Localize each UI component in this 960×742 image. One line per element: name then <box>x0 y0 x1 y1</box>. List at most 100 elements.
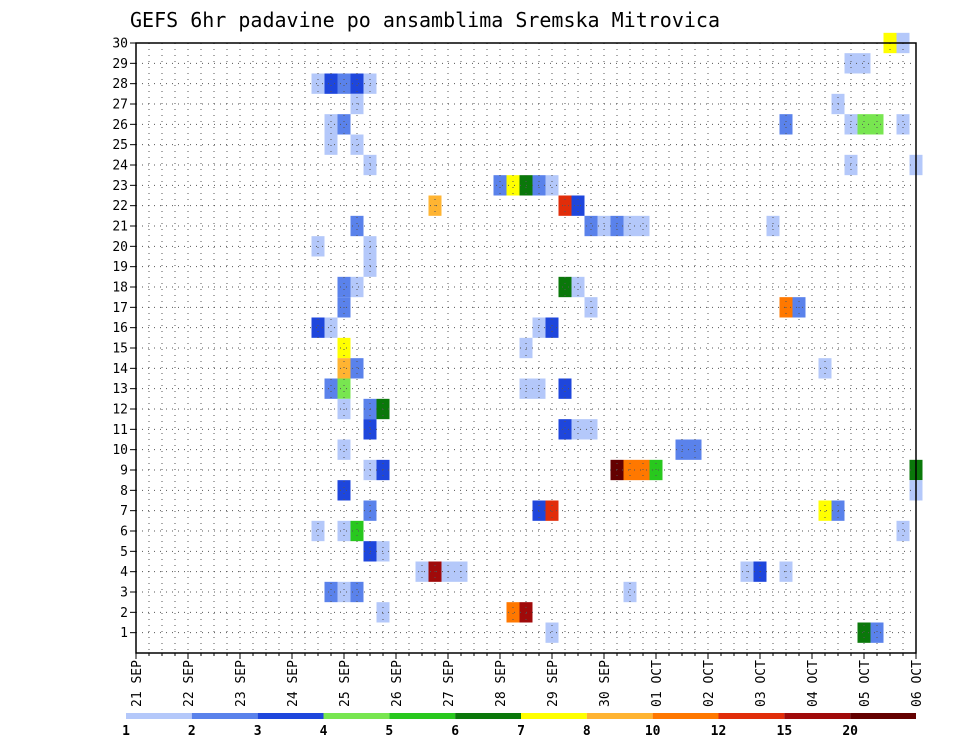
data-cell <box>324 317 338 338</box>
data-cell <box>545 317 559 338</box>
data-cell <box>493 175 507 196</box>
data-cell <box>350 215 364 237</box>
colorbar-label: 3 <box>254 724 262 739</box>
y-tick-label: 17 <box>112 301 128 316</box>
colorbar-label: 10 <box>645 724 661 739</box>
x-tick-label: 01 OCT <box>650 660 665 707</box>
data-cell <box>324 378 338 399</box>
data-cell <box>545 175 559 196</box>
data-cell <box>896 520 910 542</box>
data-cell <box>857 114 871 135</box>
data-cell <box>545 500 559 521</box>
x-tick-label: 04 OCT <box>806 660 821 707</box>
x-tick-label: 03 OCT <box>754 660 769 707</box>
data-cell <box>896 114 910 135</box>
x-tick-label: 27 SEP <box>442 660 457 707</box>
data-cell <box>324 134 338 155</box>
data-cell <box>545 622 559 643</box>
data-cell <box>818 500 832 521</box>
colorbar: 1 2 3 4 5 6 7 8 10 12 15 20 <box>122 713 916 739</box>
data-cell <box>324 581 338 603</box>
colorbar-swatch <box>784 713 851 719</box>
data-cell <box>623 581 637 603</box>
colorbar-label: 1 <box>122 724 130 739</box>
colorbar-swatch <box>389 713 456 719</box>
colorbar-label: 4 <box>320 724 328 739</box>
y-tick-label: 28 <box>112 77 128 92</box>
grid-lines <box>136 42 916 653</box>
colorbar-swatch <box>586 713 653 719</box>
data-cell <box>311 317 325 338</box>
y-tick-label: 8 <box>120 484 128 499</box>
y-tick-label: 26 <box>112 118 128 133</box>
colorbar-label: 6 <box>451 724 459 739</box>
colorbar-swatch <box>718 713 785 719</box>
ensemble-cells <box>311 32 923 643</box>
colorbar-label: 15 <box>777 724 793 739</box>
y-tick-label: 5 <box>120 545 128 560</box>
data-cell <box>558 276 572 298</box>
x-tick-label: 06 OCT <box>910 660 925 707</box>
y-tick-label: 23 <box>112 179 128 194</box>
y-tick-label: 4 <box>120 565 128 580</box>
colorbar-label: 2 <box>188 724 196 739</box>
y-axis: 1234567891011121314151617181920212223242… <box>112 37 136 641</box>
data-cell <box>584 419 598 440</box>
data-cell <box>779 114 793 135</box>
colorbar-label: 12 <box>711 724 727 739</box>
y-tick-label: 29 <box>112 57 128 72</box>
colorbar-label: 7 <box>517 724 525 739</box>
data-cell <box>337 337 351 359</box>
colorbar-swatch <box>850 713 916 719</box>
y-tick-label: 9 <box>120 464 128 479</box>
y-tick-label: 19 <box>112 260 128 275</box>
colorbar-swatch <box>521 713 587 719</box>
x-tick-label: 24 SEP <box>286 660 301 707</box>
data-cell <box>350 134 364 155</box>
x-tick-label: 28 SEP <box>494 660 509 707</box>
y-tick-label: 10 <box>112 443 128 458</box>
x-tick-label: 25 SEP <box>338 660 353 707</box>
y-tick-label: 18 <box>112 281 128 296</box>
x-axis: 21 SEP 22 SEP 23 SEP 24 SEP 25 SEP 26 SEP 27 S… <box>130 653 925 707</box>
data-cell <box>350 73 364 94</box>
data-cell <box>311 73 325 94</box>
y-tick-label: 25 <box>112 138 128 153</box>
data-cell <box>337 378 351 399</box>
y-tick-label: 15 <box>112 342 128 357</box>
colorbar-label: 8 <box>583 724 591 739</box>
colorbar-swatch <box>323 713 390 719</box>
data-cell <box>337 114 351 135</box>
y-tick-label: 12 <box>112 403 128 418</box>
y-tick-label: 2 <box>120 606 128 621</box>
data-cell <box>337 276 351 298</box>
data-cell <box>350 520 364 542</box>
data-cell <box>857 53 871 74</box>
colorbar-swatch <box>652 713 719 719</box>
data-cell <box>857 622 871 643</box>
data-cell <box>558 378 572 399</box>
data-cell <box>636 215 650 237</box>
y-tick-label: 24 <box>112 159 128 174</box>
data-cell <box>311 236 325 257</box>
y-tick-label: 1 <box>120 626 128 641</box>
data-cell <box>623 215 637 237</box>
data-cell <box>584 215 598 237</box>
x-tick-label: 22 SEP <box>182 660 197 707</box>
data-cell <box>337 520 351 542</box>
colorbar-label: 20 <box>842 724 858 739</box>
y-tick-label: 14 <box>112 362 128 377</box>
data-cell <box>350 358 364 379</box>
y-tick-label: 16 <box>112 321 128 336</box>
chart-title: GEFS 6hr padavine po ansamblima Sremska … <box>130 8 720 32</box>
y-tick-label: 7 <box>120 504 128 519</box>
data-cell <box>506 175 520 196</box>
x-tick-label: 02 OCT <box>702 660 717 707</box>
colorbar-swatch <box>191 713 258 719</box>
data-cell <box>324 114 338 135</box>
data-cell <box>558 419 572 440</box>
data-cell <box>571 276 585 298</box>
data-cell <box>571 419 585 440</box>
data-cell <box>337 439 351 460</box>
